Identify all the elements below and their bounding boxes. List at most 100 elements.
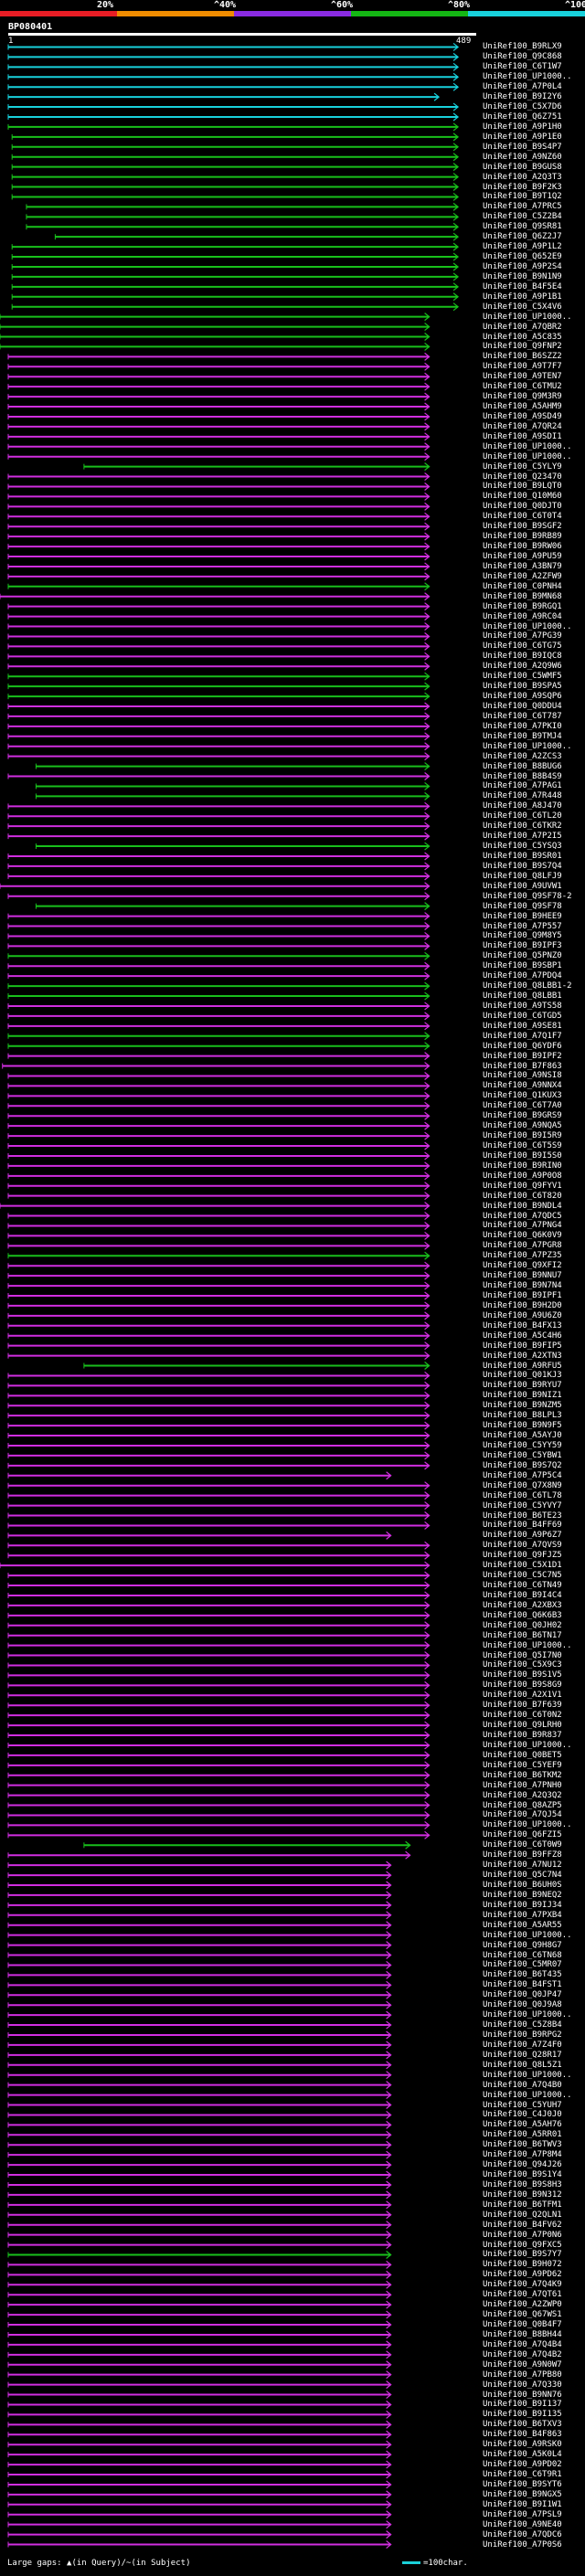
hit-label[interactable]: UniRef100_B9RIN0 bbox=[483, 1161, 562, 1171]
hit-label[interactable]: UniRef100_C6TL78 bbox=[483, 1490, 562, 1500]
hit-label[interactable]: UniRef100_B9IPF1 bbox=[483, 1291, 562, 1300]
hit-label[interactable]: UniRef100_Q28R17 bbox=[483, 2050, 562, 2060]
hit-label[interactable]: UniRef100_A7Z4F0 bbox=[483, 2040, 562, 2050]
hit-label[interactable]: UniRef100_B9MN68 bbox=[483, 591, 562, 601]
hit-label[interactable]: UniRef100_C5WMF5 bbox=[483, 672, 562, 682]
hit-label[interactable]: UniRef100_C6T5S9 bbox=[483, 1141, 562, 1151]
hit-label[interactable]: UniRef100_A7Q330 bbox=[483, 2380, 562, 2390]
hit-label[interactable]: UniRef100_A9TS58 bbox=[483, 1001, 562, 1011]
hit-label[interactable]: UniRef100_C6T820 bbox=[483, 1191, 562, 1201]
hit-label[interactable]: UniRef100_B4FV62 bbox=[483, 2220, 562, 2230]
hit-label[interactable]: UniRef100_C5YUH7 bbox=[483, 2100, 562, 2110]
hit-label[interactable]: UniRef100_Q9XFI2 bbox=[483, 1261, 562, 1271]
hit-label[interactable]: UniRef100_UP1000.. bbox=[483, 441, 572, 451]
hit-label[interactable]: UniRef100_UP1000.. bbox=[483, 312, 572, 322]
hit-label[interactable]: UniRef100_C5X4V6 bbox=[483, 302, 562, 312]
hit-label[interactable]: UniRef100_A7QDC6 bbox=[483, 2529, 562, 2539]
hit-label[interactable]: UniRef100_A5AYJ0 bbox=[483, 1431, 562, 1441]
hit-label[interactable]: UniRef100_B9RB89 bbox=[483, 532, 562, 542]
hit-label[interactable]: UniRef100_B9RLX9 bbox=[483, 42, 562, 52]
hit-label[interactable]: UniRef100_C5YVY7 bbox=[483, 1500, 562, 1511]
hit-label[interactable]: UniRef100_B7F863 bbox=[483, 1061, 562, 1071]
hit-label[interactable]: UniRef100_B9GUS8 bbox=[483, 162, 562, 172]
hit-label[interactable]: UniRef100_B9S4P7 bbox=[483, 142, 562, 152]
hit-label[interactable]: UniRef100_B4F863 bbox=[483, 2430, 562, 2440]
hit-label[interactable]: UniRef100_C0PNH4 bbox=[483, 581, 562, 591]
hit-label[interactable]: UniRef100_Q94J26 bbox=[483, 2160, 562, 2170]
hit-label[interactable]: UniRef100_A9RSK0 bbox=[483, 2440, 562, 2450]
hit-label[interactable]: UniRef100_B4FX13 bbox=[483, 1320, 562, 1330]
hit-label[interactable]: UniRef100_Q652E9 bbox=[483, 252, 562, 262]
hit-label[interactable]: UniRef100_Q01KJ3 bbox=[483, 1371, 562, 1381]
hit-label[interactable]: UniRef100_Q2QLN1 bbox=[483, 2210, 562, 2220]
hit-label[interactable]: UniRef100_B9S1V5 bbox=[483, 1670, 562, 1680]
hit-label[interactable]: UniRef100_UP1000.. bbox=[483, 2090, 572, 2100]
hit-label[interactable]: UniRef100_B4FF69 bbox=[483, 1521, 562, 1531]
hit-label[interactable]: UniRef100_B9N312 bbox=[483, 2189, 562, 2200]
hit-label[interactable]: UniRef100_C6TN68 bbox=[483, 1950, 562, 1960]
hit-label[interactable]: UniRef100_Q67WS1 bbox=[483, 2310, 562, 2320]
hit-label[interactable]: UniRef100_B9HEE9 bbox=[483, 911, 562, 921]
hit-label[interactable]: UniRef100_Q9FYV1 bbox=[483, 1181, 562, 1191]
hit-label[interactable]: UniRef100_UP1000.. bbox=[483, 2010, 572, 2020]
hit-label[interactable]: UniRef100_B9N7N4 bbox=[483, 1281, 562, 1291]
hit-label[interactable]: UniRef100_B9NGX5 bbox=[483, 2489, 562, 2499]
hit-label[interactable]: UniRef100_B9I2Y6 bbox=[483, 92, 562, 102]
hit-label[interactable]: UniRef100_A7QBR2 bbox=[483, 322, 562, 332]
hit-label[interactable]: UniRef100_C5Z2B4 bbox=[483, 212, 562, 222]
hit-label[interactable]: UniRef100_A9T7F7 bbox=[483, 362, 562, 372]
hit-label[interactable]: UniRef100_Q1KUX3 bbox=[483, 1091, 562, 1101]
hit-label[interactable]: UniRef100_Q9M8Y5 bbox=[483, 931, 562, 941]
hit-label[interactable]: UniRef100_A9P1L2 bbox=[483, 242, 562, 252]
hit-label[interactable]: UniRef100_A5RR01 bbox=[483, 2130, 562, 2140]
hit-label[interactable]: UniRef100_B9I5R9 bbox=[483, 1131, 562, 1141]
hit-label[interactable]: UniRef100_Q5I7N0 bbox=[483, 1650, 562, 1660]
hit-label[interactable]: UniRef100_A9P1B1 bbox=[483, 292, 562, 302]
hit-label[interactable]: UniRef100_A9SE81 bbox=[483, 1021, 562, 1031]
hit-label[interactable]: UniRef100_C6T0T4 bbox=[483, 512, 562, 522]
hit-label[interactable]: UniRef100_B9I5S0 bbox=[483, 1150, 562, 1161]
hit-label[interactable]: UniRef100_B6TWV3 bbox=[483, 2140, 562, 2150]
hit-label[interactable]: UniRef100_A9RFU5 bbox=[483, 1361, 562, 1371]
hit-label[interactable]: UniRef100_C6TKR2 bbox=[483, 822, 562, 832]
hit-label[interactable]: UniRef100_Q0JP47 bbox=[483, 1990, 562, 2000]
hit-label[interactable]: UniRef100_C5C7N5 bbox=[483, 1571, 562, 1581]
hit-label[interactable]: UniRef100_A2ZFW9 bbox=[483, 571, 562, 581]
hit-label[interactable]: UniRef100_B9F2K3 bbox=[483, 182, 562, 192]
hit-label[interactable]: UniRef100_B9LQT0 bbox=[483, 482, 562, 492]
hit-label[interactable]: UniRef100_Q0DJT0 bbox=[483, 502, 562, 512]
hit-label[interactable]: UniRef100_UP1000.. bbox=[483, 2070, 572, 2080]
hit-label[interactable]: UniRef100_A7Q1F7 bbox=[483, 1031, 562, 1041]
hit-label[interactable]: UniRef100_Q9LRH0 bbox=[483, 1721, 562, 1731]
hit-label[interactable]: UniRef100_A5K0L4 bbox=[483, 2450, 562, 2460]
hit-label[interactable]: UniRef100_C5YBW1 bbox=[483, 1450, 562, 1460]
hit-label[interactable]: UniRef100_Q5PNZ0 bbox=[483, 951, 562, 961]
hit-label[interactable]: UniRef100_Q9FXC5 bbox=[483, 2240, 562, 2250]
hit-label[interactable]: UniRef100_B8B4S9 bbox=[483, 771, 562, 781]
hit-label[interactable]: UniRef100_B9RYU7 bbox=[483, 1381, 562, 1391]
hit-label[interactable]: UniRef100_Q6Z2J7 bbox=[483, 232, 562, 242]
hit-label[interactable]: UniRef100_A2X1V1 bbox=[483, 1691, 562, 1701]
hit-label[interactable]: UniRef100_A9P1E0 bbox=[483, 132, 562, 142]
hit-label[interactable]: UniRef100_A9TEN7 bbox=[483, 372, 562, 382]
hit-label[interactable]: UniRef100_A5AH76 bbox=[483, 2120, 562, 2130]
hit-label[interactable]: UniRef100_Q9H8G7 bbox=[483, 1940, 562, 1950]
hit-label[interactable]: UniRef100_A7PDQ4 bbox=[483, 971, 562, 981]
hit-label[interactable]: UniRef100_B8BH44 bbox=[483, 2329, 562, 2339]
hit-label[interactable]: UniRef100_A5C4H6 bbox=[483, 1330, 562, 1341]
hit-label[interactable]: UniRef100_B6T435 bbox=[483, 1970, 562, 1980]
hit-label[interactable]: UniRef100_Q6K0V9 bbox=[483, 1231, 562, 1241]
hit-label[interactable]: UniRef100_Q23470 bbox=[483, 472, 562, 482]
hit-label[interactable]: UniRef100_A5C835 bbox=[483, 332, 562, 342]
hit-label[interactable]: UniRef100_A7PKI0 bbox=[483, 721, 562, 731]
hit-label[interactable]: UniRef100_C5X9C3 bbox=[483, 1660, 562, 1670]
hit-label[interactable]: UniRef100_A9PD62 bbox=[483, 2270, 562, 2280]
hit-label[interactable]: UniRef100_B6TKM2 bbox=[483, 1770, 562, 1780]
hit-label[interactable]: UniRef100_C5Z8B4 bbox=[483, 2020, 562, 2030]
hit-label[interactable]: UniRef100_B6TXV3 bbox=[483, 2420, 562, 2430]
hit-label[interactable]: UniRef100_UP1000.. bbox=[483, 741, 572, 751]
hit-label[interactable]: UniRef100_B9SBP1 bbox=[483, 961, 562, 971]
hit-label[interactable]: UniRef100_A7Q4B4 bbox=[483, 2339, 562, 2349]
hit-label[interactable]: UniRef100_B6TE23 bbox=[483, 1511, 562, 1521]
hit-label[interactable]: UniRef100_B9NNU7 bbox=[483, 1271, 562, 1281]
